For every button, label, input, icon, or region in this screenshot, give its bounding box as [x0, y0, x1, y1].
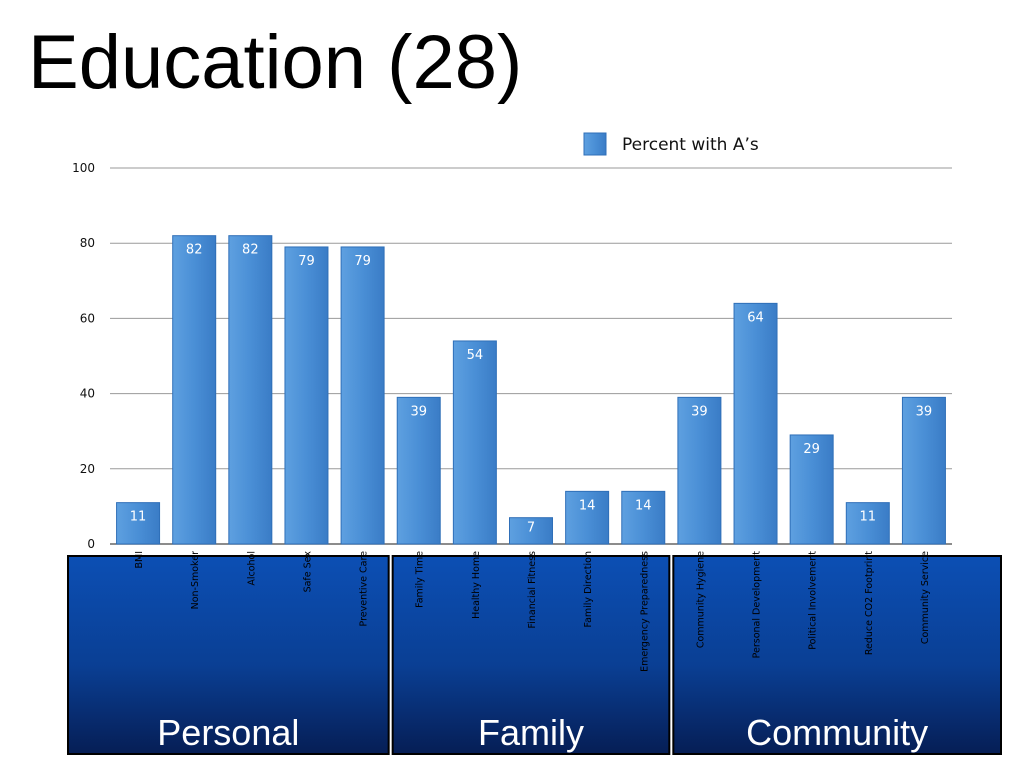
data-label: 14: [579, 498, 596, 513]
y-tick-label: 60: [80, 311, 95, 325]
legend-label: Percent with A’s: [622, 135, 759, 155]
category-label: Family Direction: [583, 551, 594, 628]
category-label: BMI: [134, 551, 145, 569]
category-label: Reduce CO2 Footprint: [864, 551, 875, 655]
category-label: Alcohol: [246, 551, 257, 586]
category-label: Political Involvement: [808, 551, 819, 650]
bar: [172, 235, 217, 545]
legend-swatch: [583, 132, 607, 156]
data-label: 39: [410, 404, 427, 419]
group-box: [391, 555, 671, 755]
category-label: Financial Fitness: [527, 551, 538, 629]
bar: [845, 502, 890, 545]
data-label: 39: [916, 404, 933, 419]
category-label: Personal Development: [752, 551, 763, 659]
category-label: Preventive Care: [359, 551, 370, 627]
data-label: 79: [298, 254, 315, 269]
group-label: Family: [478, 712, 584, 753]
data-label: 14: [635, 498, 652, 513]
data-label: 11: [860, 510, 877, 525]
y-tick-label: 20: [80, 462, 95, 476]
page-title: Education (28): [28, 20, 523, 105]
category-label: Non-Smoker: [190, 551, 201, 609]
bar: [340, 246, 385, 545]
bar: [509, 517, 553, 545]
bar: [621, 490, 666, 545]
bars: [116, 235, 946, 545]
data-label: 79: [354, 254, 371, 269]
category-label: Community Service: [920, 551, 931, 644]
bar: [733, 302, 778, 545]
bar: [116, 502, 161, 545]
category-label: Healthy Home: [471, 551, 482, 619]
y-tick-label: 100: [72, 161, 95, 175]
bar: [901, 396, 946, 545]
data-label: 39: [691, 404, 708, 419]
category-label: Safe Sex: [302, 551, 313, 593]
data-label: 82: [186, 243, 203, 258]
bar: [677, 396, 722, 545]
bar: [396, 396, 441, 545]
group-label: Personal: [157, 712, 299, 753]
data-label: 11: [130, 510, 147, 525]
bar: [789, 434, 834, 545]
category-label: Family Time: [415, 551, 426, 608]
legend: Percent with A’s: [583, 132, 759, 156]
bar: [452, 340, 497, 545]
data-label: 7: [527, 521, 535, 536]
group-box: [672, 555, 1002, 755]
bar: [228, 235, 273, 545]
bar: [565, 490, 610, 545]
data-label: 54: [467, 348, 484, 363]
group-box: [67, 555, 390, 755]
data-label: 64: [747, 310, 764, 325]
group-boxes: [67, 555, 1002, 755]
y-tick-label: 40: [80, 387, 95, 401]
group-label: Community: [746, 712, 928, 753]
y-tick-label: 80: [80, 236, 95, 250]
y-tick-label: 0: [87, 537, 95, 551]
data-label: 29: [803, 442, 820, 457]
category-label: Community Hygiene: [695, 551, 706, 648]
category-label: Emergency Preparedness: [639, 551, 650, 672]
labels: 0 20 40 60 80 100 Personal Family Community 11 BMI…: [72, 161, 932, 753]
data-label: 82: [242, 243, 259, 258]
bar: [284, 246, 329, 545]
